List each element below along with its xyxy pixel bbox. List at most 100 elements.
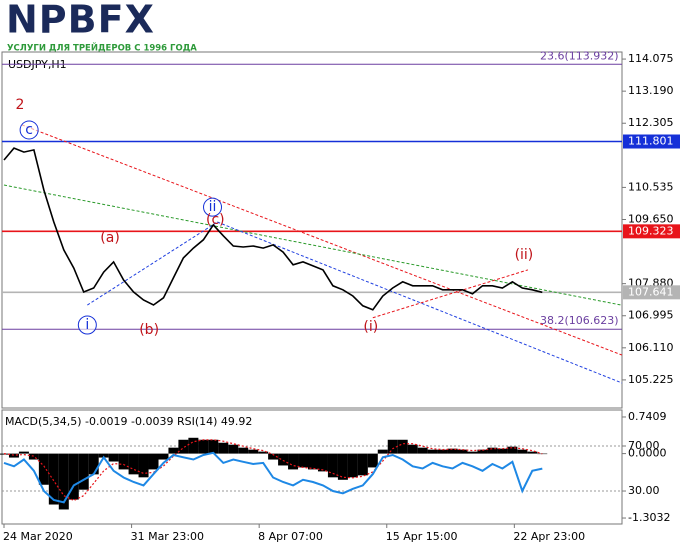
macd-bar	[258, 451, 269, 454]
macd-bar	[327, 453, 338, 478]
x-tick-label: 22 Apr 23:00	[513, 530, 585, 543]
wave-label: 2	[15, 97, 24, 113]
macd-bar	[527, 451, 538, 454]
level-box	[623, 134, 680, 149]
macd-bar	[347, 453, 358, 478]
level-box	[623, 224, 680, 239]
wave-label: (ii)	[515, 247, 534, 263]
macd-bar	[188, 437, 199, 454]
macd-bar	[298, 453, 309, 468]
level-box	[623, 285, 680, 300]
x-tick-label: 24 Mar 2020	[3, 530, 73, 543]
main-frame	[1, 51, 623, 409]
wave-label: (c)	[206, 212, 225, 228]
macd-bar	[228, 444, 239, 454]
wave-label: (b)	[139, 322, 159, 338]
macd-bar	[437, 449, 448, 454]
macd-bar	[38, 453, 49, 485]
macd-bar	[387, 439, 398, 454]
y-tick-label: 106.995	[628, 309, 674, 322]
macd-bar	[268, 453, 279, 460]
sub-title: MACD(5,34,5) -0.0019 -0.0039 RSI(14) 49.…	[5, 415, 252, 428]
y-tick-label: 114.075	[628, 52, 674, 65]
y-tick-label: 30.00	[628, 484, 660, 497]
macd-bar	[317, 453, 328, 472]
y-tick-label: 70.00	[628, 439, 660, 452]
macd-bar	[427, 449, 438, 454]
macd-bar	[178, 439, 189, 454]
macd-bar	[497, 448, 508, 454]
macd-bar	[238, 447, 249, 454]
macd-bar	[58, 453, 69, 510]
y-tick-label: 0.7409	[628, 410, 667, 423]
macd-bar	[367, 453, 378, 468]
macd-bar	[28, 453, 39, 460]
macd-bar	[148, 453, 159, 470]
price-line	[3, 147, 543, 311]
macd-bar	[417, 447, 428, 454]
macd-bar	[198, 439, 209, 454]
macd-bar	[248, 449, 259, 454]
tagline: УСЛУГИ ДЛЯ ТРЕЙДЕРОВ С 1996 ГОДА	[7, 42, 197, 54]
macd-bar	[278, 453, 289, 466]
macd-bar	[457, 449, 468, 454]
rsi-line	[3, 451, 543, 504]
macd-bar	[18, 451, 29, 454]
macd-bar	[377, 449, 388, 454]
wave-circle	[203, 197, 223, 217]
macd-bar	[68, 453, 79, 500]
wave-label: i	[85, 317, 89, 333]
y-tick-label: 105.225	[628, 373, 674, 386]
trend-line	[3, 184, 622, 306]
wave-circle	[19, 120, 39, 140]
macd-bar	[108, 453, 119, 462]
macd-bar	[517, 449, 528, 454]
y-tick-label: 0.0000	[628, 447, 667, 460]
macd-bar	[128, 453, 139, 475]
y-tick-label: 109.650	[628, 212, 674, 225]
y-tick-label: 113.190	[628, 84, 674, 97]
x-tick-label: 31 Mar 23:00	[131, 530, 204, 543]
macd-bar	[467, 451, 478, 454]
level-value: 111.801	[628, 135, 674, 148]
logo: NPBFX	[6, 0, 155, 42]
macd-bar	[208, 439, 219, 454]
macd-bar	[158, 453, 169, 460]
y-tick-label: 110.535	[628, 180, 674, 193]
x-tick-label: 15 Apr 15:00	[386, 530, 458, 543]
macd-bar	[507, 446, 518, 454]
level-value: 109.323	[628, 224, 674, 237]
macd-bar	[307, 453, 318, 470]
macd-bar	[218, 442, 229, 454]
macd-bar	[8, 453, 19, 458]
macd-bar	[288, 453, 299, 470]
wave-label: (i)	[363, 319, 378, 335]
macd-bar	[48, 453, 59, 505]
macd-bar	[357, 453, 368, 476]
wave-label: c	[25, 122, 33, 138]
macd-bar	[447, 448, 458, 454]
macd-bar	[397, 439, 408, 454]
trend-line	[217, 221, 623, 384]
wave-label: ii	[209, 199, 217, 215]
macd-bar	[88, 453, 99, 475]
y-tick-label: 106.110	[628, 341, 674, 354]
level-label: 38.2(106.623)	[540, 314, 619, 327]
macd-bar	[487, 447, 498, 454]
macd-bar	[337, 453, 348, 480]
level-label: 23.6(113.932)	[540, 49, 619, 62]
macd-bar	[138, 453, 149, 478]
macd-bar	[477, 449, 488, 454]
sub-frame	[1, 409, 623, 525]
trend-line	[372, 269, 529, 319]
macd-bar	[118, 453, 129, 470]
y-tick-label: -1.3032	[628, 511, 670, 524]
signal-line	[3, 439, 543, 502]
level-value: 107.641	[628, 285, 674, 298]
macd-bar	[168, 447, 179, 454]
wave-label: (a)	[100, 230, 120, 246]
x-tick-label: 8 Apr 07:00	[258, 530, 323, 543]
trend-line	[87, 221, 218, 306]
macd-bar	[78, 453, 89, 490]
